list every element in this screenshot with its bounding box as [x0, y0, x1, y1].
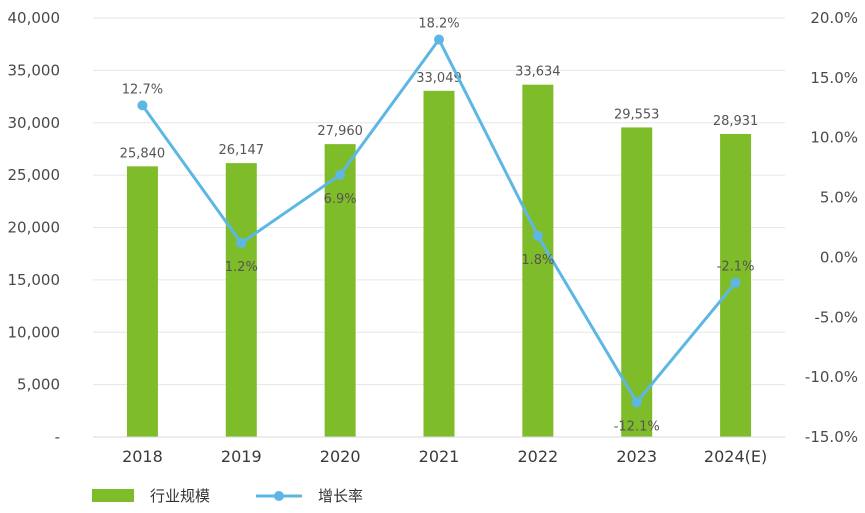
line-point [631, 397, 642, 408]
bar-data-label: 25,840 [120, 146, 166, 161]
x-tick-label: 2020 [320, 447, 361, 466]
bar [423, 90, 455, 438]
bar-data-label: 33,634 [515, 65, 561, 80]
right-tick-label: 20.0% [810, 9, 858, 27]
left-y-axis: - 5,000 10,000 15,000 20,000 25,000 30,000 35,0… [8, 9, 61, 446]
left-tick-label: 5,000 [17, 376, 60, 394]
bar-data-labels: 25,840 26,147 27,960 33,049 33,634 29,553 28,9… [120, 65, 759, 162]
bar [225, 163, 257, 437]
left-tick-label: 10,000 [8, 323, 61, 341]
line-data-label: -12.1% [614, 419, 660, 434]
x-tick-label: 2019 [221, 447, 262, 466]
right-tick-label: 0.0% [820, 248, 858, 266]
bar-data-label: 33,049 [416, 71, 462, 86]
x-tick-label: 2023 [616, 447, 657, 466]
x-tick-label: 2024(E) [704, 447, 767, 466]
line-data-label: 6.9% [324, 192, 357, 207]
x-tick-label: 2022 [517, 447, 558, 466]
legend-bar-swatch [92, 489, 134, 502]
line-point [236, 238, 247, 249]
line-point [532, 230, 543, 241]
right-tick-label: -10.0% [805, 368, 858, 386]
legend-label-bar: 行业规模 [150, 487, 210, 505]
x-tick-label: 2018 [122, 447, 163, 466]
bar [324, 144, 356, 437]
legend-label-line: 增长率 [318, 487, 363, 505]
left-tick-label: 25,000 [8, 166, 61, 184]
right-tick-label: 10.0% [810, 129, 858, 147]
x-axis: 2018 2019 2020 2021 2022 2023 2024(E) [93, 436, 785, 466]
legend-line-marker [274, 491, 284, 501]
left-tick-label: 40,000 [8, 9, 61, 27]
bar-data-label: 29,553 [614, 107, 660, 122]
right-tick-label: -5.0% [814, 308, 858, 326]
left-tick-label: 20,000 [8, 219, 61, 237]
bar [522, 84, 554, 438]
line-point [730, 277, 741, 288]
right-tick-label: 5.0% [820, 189, 858, 207]
left-tick-label: - [55, 428, 60, 446]
line-data-label: 1.8% [521, 253, 554, 268]
line-data-label: -2.1% [717, 260, 755, 275]
bar-data-label: 26,147 [219, 143, 265, 158]
line-point [434, 34, 444, 45]
left-tick-label: 35,000 [8, 61, 61, 79]
bar [126, 166, 158, 438]
line-data-label: 12.7% [122, 82, 163, 97]
line-data-labels: 12.7% 1.2% 6.9% 18.2% 1.8% -12.1% -2.1% [122, 17, 755, 435]
line-point [137, 100, 148, 111]
line-series-growth-rate [137, 34, 741, 408]
line-data-label: 1.2% [225, 260, 258, 275]
line-point [335, 169, 346, 180]
right-tick-label: -15.0% [805, 428, 858, 446]
left-tick-label: 15,000 [8, 271, 61, 289]
x-tick-label: 2021 [419, 447, 460, 466]
left-tick-label: 30,000 [8, 114, 61, 132]
right-y-axis: -15.0% -10.0% -5.0% 0.0% 5.0% 10.0% 15.0% 20.0% [805, 9, 858, 446]
line-data-label: 18.2% [418, 17, 459, 32]
bar-data-label: 27,960 [317, 124, 363, 139]
right-tick-label: 15.0% [810, 69, 858, 87]
legend: 行业规模 增长率 [92, 487, 363, 505]
bar-data-label: 28,931 [713, 114, 759, 129]
bar-series-industry-scale [126, 84, 752, 438]
